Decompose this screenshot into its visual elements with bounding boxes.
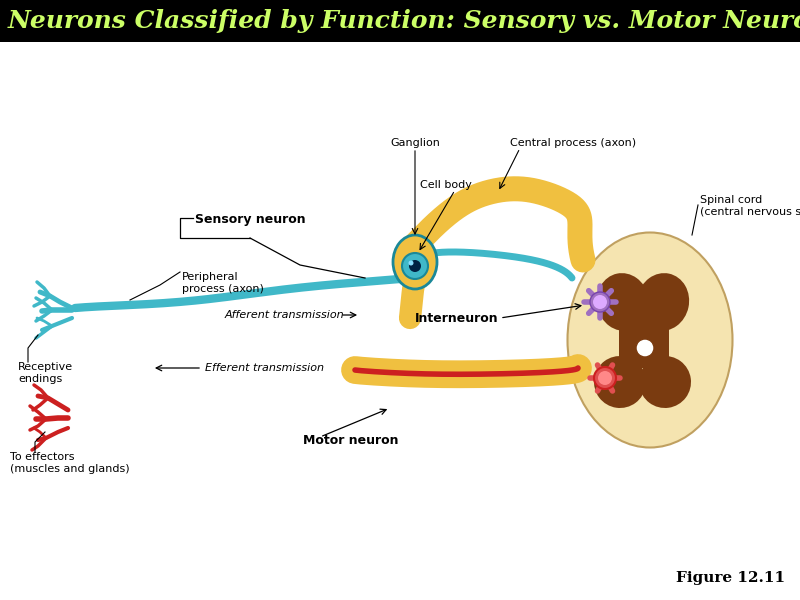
Text: Sensory neuron: Sensory neuron: [195, 214, 306, 226]
Text: To effectors
(muscles and glands): To effectors (muscles and glands): [10, 452, 130, 473]
Circle shape: [593, 295, 607, 309]
Text: Motor neuron: Motor neuron: [303, 433, 398, 446]
Text: Central process (axon): Central process (axon): [510, 138, 636, 148]
Text: Efferent transmission: Efferent transmission: [205, 363, 324, 373]
Ellipse shape: [594, 367, 616, 389]
Text: Neurons Classified by Function: Sensory vs. Motor Neurons: Neurons Classified by Function: Sensory …: [8, 9, 800, 33]
Ellipse shape: [567, 232, 733, 448]
Text: Receptive
endings: Receptive endings: [18, 362, 73, 383]
Circle shape: [409, 260, 421, 272]
Circle shape: [409, 260, 414, 265]
Circle shape: [402, 253, 428, 279]
Text: Ganglion: Ganglion: [390, 138, 440, 148]
Circle shape: [598, 371, 612, 385]
Ellipse shape: [393, 235, 437, 289]
Text: Peripheral
process (axon): Peripheral process (axon): [182, 272, 264, 293]
Text: Figure 12.11: Figure 12.11: [676, 571, 785, 585]
Ellipse shape: [590, 292, 610, 312]
Ellipse shape: [594, 356, 646, 408]
Text: Interneuron: Interneuron: [414, 311, 498, 325]
Text: Spinal cord
(central nervous system): Spinal cord (central nervous system): [700, 195, 800, 217]
Text: Cell body: Cell body: [420, 180, 472, 190]
Text: Afferent transmission: Afferent transmission: [225, 310, 345, 320]
FancyBboxPatch shape: [0, 0, 800, 42]
Circle shape: [636, 339, 654, 357]
FancyBboxPatch shape: [619, 312, 669, 368]
Ellipse shape: [597, 273, 649, 331]
Ellipse shape: [637, 273, 689, 331]
Ellipse shape: [639, 356, 691, 408]
